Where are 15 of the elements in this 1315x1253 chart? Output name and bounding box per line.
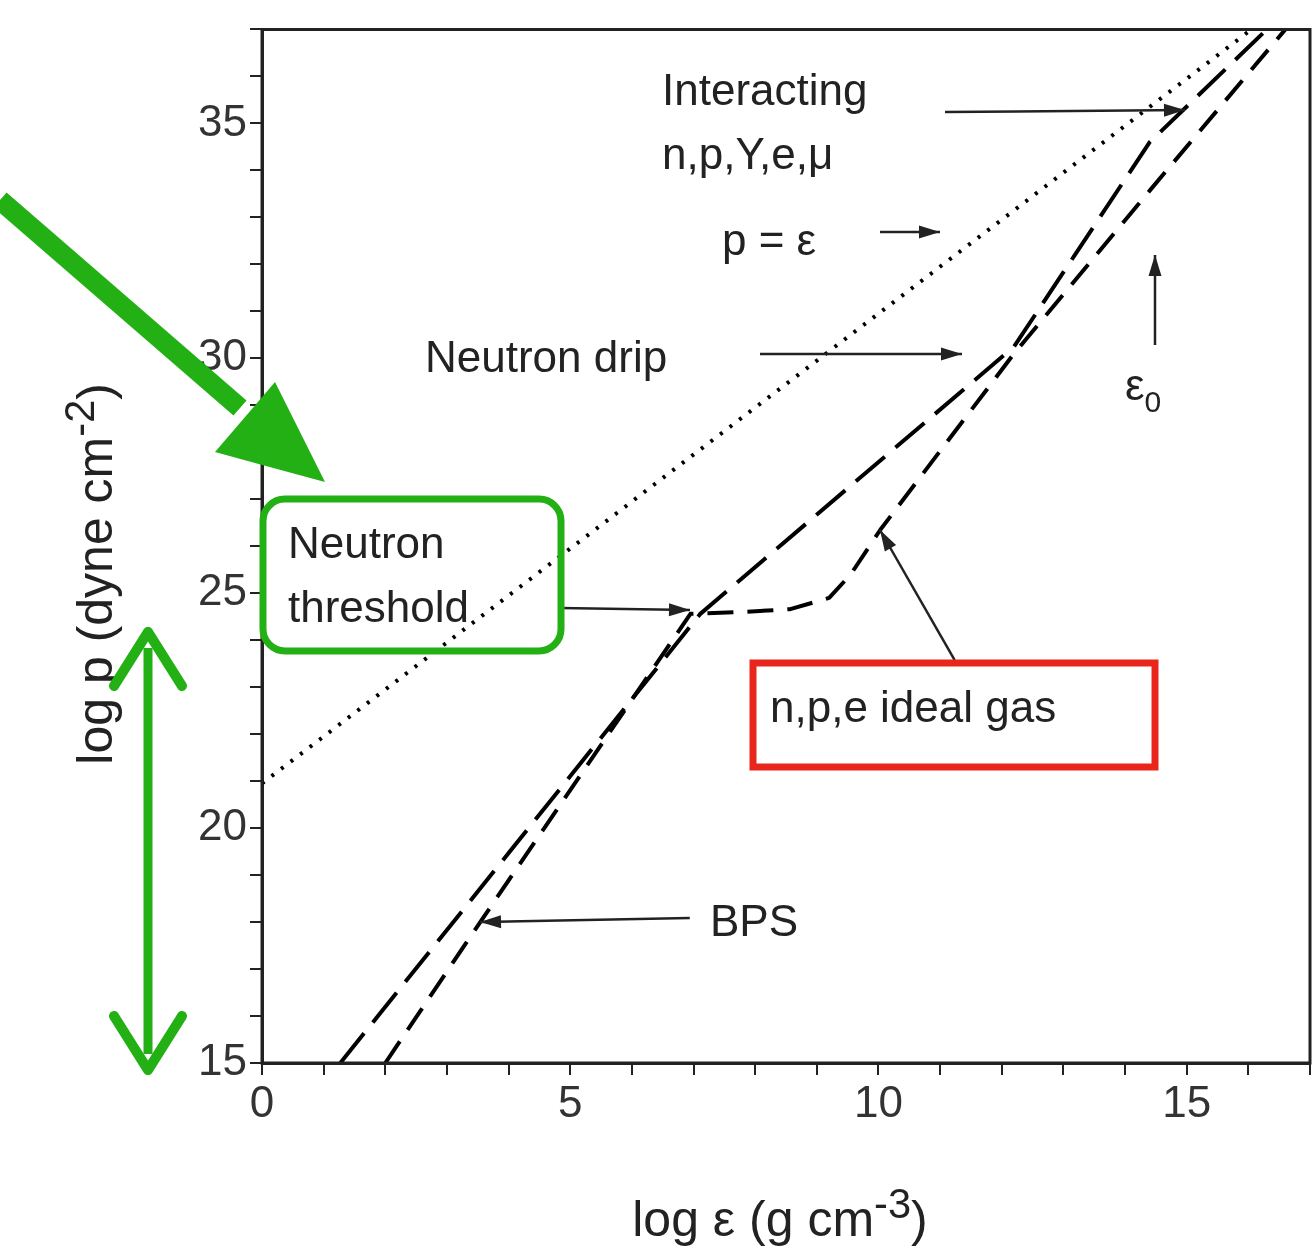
x-axis-title: log ε (g cm$^{-3}$) [631,1180,929,1248]
x-tick-label: 15 [1162,1076,1212,1126]
annotation: BPS [710,896,799,945]
annotation: Interacting n,p,Y,e,μ [662,65,868,178]
y-tick-label: 20 [198,800,247,850]
y-tick-label: 25 [198,565,247,615]
x-tick-label: 10 [853,1076,903,1126]
annotation: Neutron threshold [288,518,470,631]
x-tick-label: 5 [557,1076,583,1126]
annotation: n,p,e ideal gas [770,682,1057,731]
y-tick-label: 35 [198,95,247,145]
y-tick-label: 15 [198,1035,247,1085]
annotation: Neutron drip [425,332,668,381]
annotation: p = ε [722,215,817,264]
x-tick-label: 0 [249,1076,275,1126]
